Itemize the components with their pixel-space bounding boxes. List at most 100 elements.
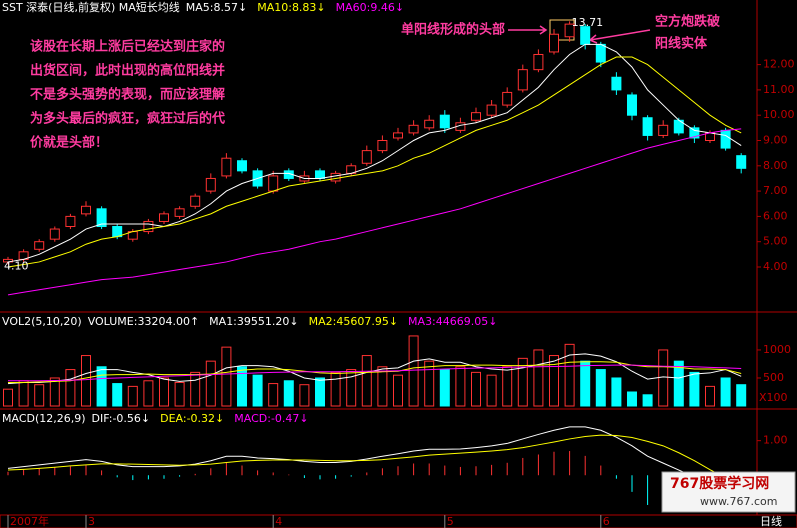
series-line <box>7 353 742 385</box>
candle-body <box>34 241 45 250</box>
x-tick-label: 5 <box>447 515 454 528</box>
volume-bar <box>96 366 107 407</box>
volume-bar <box>627 391 637 407</box>
candle-body <box>393 132 403 139</box>
candle-body <box>580 26 591 45</box>
volume-bar <box>174 381 185 407</box>
note-block: 该股在长期上涨后已经达到庄家的 出货区间，此时出现的高位阳线并 不是多头强势的表… <box>30 39 225 151</box>
volume-bar <box>502 366 513 407</box>
legend-entry: MACD:-0.47↓ <box>234 412 308 425</box>
y-tick-label: 8.00 <box>763 159 788 172</box>
volume-bar <box>159 377 169 407</box>
candle-body <box>517 69 528 91</box>
candle-body <box>221 157 232 177</box>
series-line <box>7 426 742 496</box>
y-tick-label: 1.00 <box>763 434 788 447</box>
candle-body <box>595 43 606 63</box>
volume-bar <box>455 366 466 407</box>
volume-bar <box>205 360 216 407</box>
y-tick-label: 9.00 <box>763 133 788 146</box>
candle-body <box>143 220 154 233</box>
series-line <box>8 361 742 383</box>
volume-bar <box>65 369 76 407</box>
volume-bar <box>127 385 138 407</box>
panel-title: MACD(12,26,9) <box>2 412 86 425</box>
volume-bar <box>18 380 29 407</box>
y-tick-label: 6.00 <box>763 209 788 222</box>
volume-bar <box>330 371 341 407</box>
volume-bar <box>424 360 435 407</box>
volume-bar <box>49 377 60 407</box>
volume-bar <box>346 369 357 407</box>
candle-body <box>159 213 169 222</box>
watermark: 767股票学习网 www.767.com <box>661 471 796 513</box>
candle-body <box>330 172 341 182</box>
x-tick-label: 2007年 <box>10 514 49 528</box>
candle-body <box>611 76 622 91</box>
series-line <box>8 364 742 382</box>
volume-bar <box>361 355 372 407</box>
volume-bar <box>517 357 528 407</box>
volume-bar <box>299 384 310 407</box>
candle-body <box>533 53 544 71</box>
y-tick-label: 10.00 <box>763 108 795 121</box>
volume-bar <box>221 346 232 407</box>
legend-entry: DIF:-0.56↓ <box>92 412 151 425</box>
volume-bar <box>564 343 575 407</box>
y-tick-label: 500 <box>763 371 784 384</box>
volume-bar <box>190 371 201 407</box>
y-tick-label: 4.00 <box>763 260 788 273</box>
note-line: 该股在长期上涨后已经达到庄家的 <box>30 39 225 55</box>
annotation: 空方炮跌破 <box>655 14 720 30</box>
volume-bar <box>642 394 653 407</box>
candle-body <box>439 114 450 129</box>
volume-bar <box>595 369 606 407</box>
panel-title: SST 深泰(日线,前复权) MA短长均线 <box>2 0 180 14</box>
volume-bar <box>283 380 294 407</box>
candle-body <box>96 208 107 228</box>
watermark-logo: 767股票学习网 <box>670 475 769 492</box>
volume-bar <box>611 377 622 407</box>
volume-bar <box>533 349 544 407</box>
candle-body <box>424 119 435 129</box>
volume-bar <box>486 374 497 407</box>
y-tick-label: 5.00 <box>763 235 788 248</box>
volume-bar <box>439 369 450 407</box>
candle-body <box>627 94 637 116</box>
candle-body <box>486 104 497 116</box>
volume-bar <box>736 384 747 407</box>
volume-bar <box>393 374 403 407</box>
legend-entry: MA60:9.46↓ <box>336 1 404 14</box>
annotation: 13.71 <box>572 16 604 29</box>
legend-entry: MA3:44669.05↓ <box>408 315 497 328</box>
y-tick-label: 12.00 <box>763 58 795 71</box>
x-tick-label: 6 <box>603 515 610 528</box>
volume-bar <box>705 385 715 407</box>
legend-entry: DEA:-0.32↓ <box>160 412 224 425</box>
note-line: 不是多头强势的表现，而应该理解 <box>30 87 225 103</box>
candle-body <box>315 170 325 179</box>
candle-body <box>720 129 731 149</box>
y-tick-label: 7.00 <box>763 184 788 197</box>
candle-body <box>658 124 669 136</box>
x-tick-label: 3 <box>88 515 95 528</box>
volume-bar <box>689 371 700 407</box>
candle-body <box>642 117 653 136</box>
candle-body <box>408 124 419 134</box>
annotation: 单阳线形成的头部 <box>401 22 505 38</box>
series-line <box>7 56 742 268</box>
note-line: 出货区间，此时出现的高位阳线并 <box>30 63 225 79</box>
volume-bar <box>377 366 388 407</box>
volume-bar <box>143 380 154 407</box>
volume-bar <box>580 360 591 407</box>
candle-body <box>377 139 388 152</box>
unit-label: X100 <box>759 391 788 404</box>
volume-bar <box>720 377 731 407</box>
watermark-box <box>661 471 796 513</box>
volume-bar <box>408 335 419 407</box>
arrow <box>588 29 651 44</box>
series-line <box>7 128 742 296</box>
volume-bar <box>81 355 91 407</box>
arrow <box>508 25 548 35</box>
volume-bar <box>268 383 279 407</box>
